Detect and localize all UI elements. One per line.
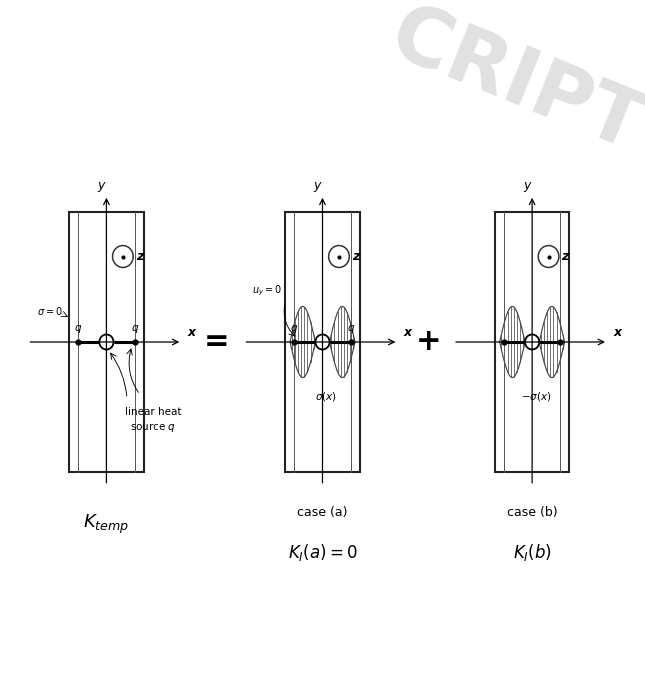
Text: +: + bbox=[416, 328, 442, 356]
Text: case (a): case (a) bbox=[297, 506, 348, 519]
Text: q: q bbox=[75, 323, 81, 333]
Bar bbox=[495, 212, 569, 472]
Text: q: q bbox=[348, 323, 354, 333]
Text: y: y bbox=[523, 179, 531, 192]
Bar bbox=[285, 212, 360, 472]
Text: =: = bbox=[203, 328, 229, 356]
Text: linear heat
source $q$: linear heat source $q$ bbox=[124, 407, 181, 434]
Text: $K_I(b)$: $K_I(b)$ bbox=[513, 542, 551, 563]
Text: z: z bbox=[136, 250, 144, 263]
Text: x: x bbox=[404, 326, 412, 339]
Text: CRIPT: CRIPT bbox=[379, 0, 645, 168]
Text: z: z bbox=[561, 250, 570, 263]
Text: z: z bbox=[352, 250, 360, 263]
Text: $\sigma(x)$: $\sigma(x)$ bbox=[315, 390, 337, 403]
Text: y: y bbox=[97, 179, 105, 192]
Text: q: q bbox=[291, 323, 297, 333]
Text: $K_I(a)=0$: $K_I(a)=0$ bbox=[288, 542, 357, 563]
Text: x: x bbox=[187, 326, 195, 339]
Text: $K_{temp}$: $K_{temp}$ bbox=[83, 513, 130, 536]
Text: $\sigma = 0$: $\sigma = 0$ bbox=[37, 305, 63, 317]
Text: y: y bbox=[313, 179, 321, 192]
Text: case (b): case (b) bbox=[507, 506, 557, 519]
Bar bbox=[70, 212, 144, 472]
Text: x: x bbox=[613, 326, 621, 339]
Text: $-\sigma(x)$: $-\sigma(x)$ bbox=[521, 390, 551, 403]
Text: $u_y = 0$: $u_y = 0$ bbox=[252, 283, 283, 298]
Text: q: q bbox=[132, 323, 138, 333]
